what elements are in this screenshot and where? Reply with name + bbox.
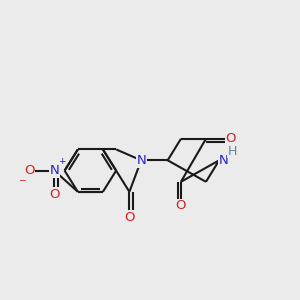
Text: +: + xyxy=(58,157,65,166)
Text: N: N xyxy=(136,154,146,167)
Text: H: H xyxy=(228,145,237,158)
Text: O: O xyxy=(124,211,135,224)
Text: O: O xyxy=(49,188,60,201)
Text: O: O xyxy=(24,164,34,177)
Text: O: O xyxy=(226,132,236,145)
Text: N: N xyxy=(50,164,59,177)
Text: −: − xyxy=(18,175,26,184)
Text: O: O xyxy=(176,200,186,212)
Text: N: N xyxy=(219,154,229,167)
